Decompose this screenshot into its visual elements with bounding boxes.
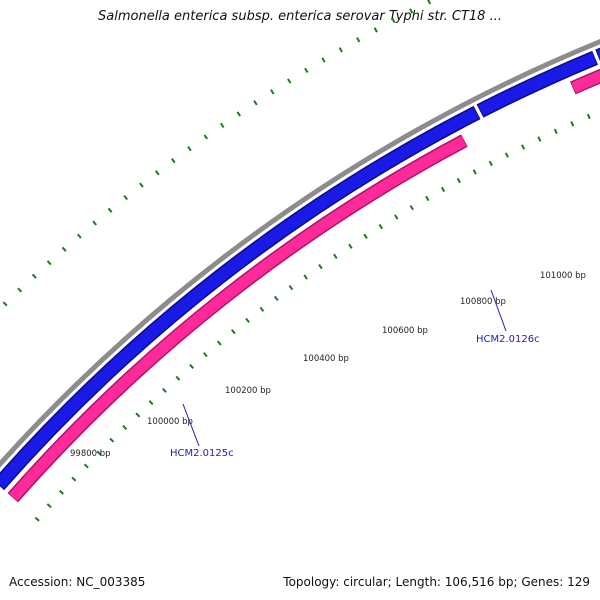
tick-mark <box>537 136 542 142</box>
tick-mark <box>521 144 526 150</box>
fwd-gene-hcm2-0126c-fill <box>477 52 597 117</box>
accession-text: Accession: NC_003385 <box>9 575 146 589</box>
tick-mark <box>425 195 430 202</box>
tick-mark <box>338 47 343 53</box>
tick-mark <box>259 306 265 312</box>
tick-mark <box>409 8 414 14</box>
tick-mark <box>363 233 368 239</box>
tick-mark <box>109 437 115 443</box>
tick-mark <box>61 246 67 252</box>
tick-mark <box>333 253 338 259</box>
gene-label-hcm2-0126c[interactable]: HCM2.0126c <box>476 334 540 345</box>
tick-mark <box>139 182 144 188</box>
tick-mark <box>187 146 192 152</box>
coord-label-100000: 100000 bp <box>147 417 193 427</box>
tick-mark <box>135 412 141 418</box>
gene-label-connector <box>490 289 507 332</box>
tick-mark <box>472 169 477 175</box>
tick-mark <box>231 329 236 335</box>
tick-mark <box>287 78 292 84</box>
tick-mark <box>71 476 77 482</box>
tick-mark <box>17 287 23 293</box>
tick-mark <box>303 274 308 280</box>
tick-mark <box>76 233 82 239</box>
tick-mark <box>274 295 279 301</box>
tick-mark <box>488 160 493 167</box>
tick-mark <box>122 425 128 431</box>
tick-mark <box>34 516 40 522</box>
tick-mark <box>162 387 167 393</box>
gene-label-hcm2-0125c[interactable]: HCM2.0125c <box>170 448 234 459</box>
tick-mark <box>245 317 250 323</box>
tick-mark <box>123 195 129 201</box>
coord-label-99800: 99800 bp <box>70 449 111 459</box>
coord-label-100400: 100400 bp <box>303 354 349 364</box>
tick-mark <box>409 204 414 211</box>
tick-mark <box>175 375 181 381</box>
tick-mark <box>236 111 242 117</box>
outer-tick-marks <box>2 0 432 307</box>
map-title: Salmonella enterica subsp. enterica sero… <box>98 9 502 24</box>
tick-mark <box>356 37 361 43</box>
tick-mark <box>203 134 209 140</box>
tick-mark <box>154 170 160 176</box>
tick-mark <box>553 128 558 135</box>
tick-mark <box>189 363 194 369</box>
tick-mark <box>348 243 353 249</box>
inner-tick-marks <box>34 113 591 522</box>
tick-mark <box>171 158 176 164</box>
tick-mark <box>391 17 396 24</box>
tick-mark <box>304 67 309 74</box>
tick-mark <box>219 122 225 128</box>
coord-label-100200: 100200 bp <box>225 386 271 396</box>
coord-label-101000: 101000 bp <box>540 271 586 281</box>
tick-mark <box>321 57 326 63</box>
forward-strand-genes[interactable] <box>0 0 600 491</box>
tick-mark <box>46 260 52 266</box>
tick-mark <box>46 503 52 509</box>
tick-mark <box>253 100 258 106</box>
coord-label-100600: 100600 bp <box>382 326 428 336</box>
tick-mark <box>378 223 384 230</box>
reverse-strand-genes[interactable] <box>7 0 600 503</box>
tick-mark <box>440 186 446 193</box>
tick-mark <box>570 121 575 127</box>
tick-mark <box>58 489 64 495</box>
tick-mark <box>394 214 399 220</box>
gene-label-connector <box>182 403 200 447</box>
tick-mark <box>586 113 591 120</box>
tick-mark <box>107 207 113 213</box>
tick-mark <box>96 450 102 456</box>
tick-mark <box>83 463 89 469</box>
tick-mark <box>318 263 323 270</box>
rev-gene-hcm2-0125c[interactable] <box>7 134 468 503</box>
genome-summary-text: Topology: circular; Length: 106,516 bp; … <box>283 575 590 589</box>
coord-label-100800: 100800 bp <box>460 297 506 307</box>
tick-mark <box>288 284 294 291</box>
tick-mark <box>2 301 8 307</box>
tick-mark <box>373 27 378 33</box>
rev-gene-hcm2-0125c-fill <box>9 136 467 501</box>
tick-mark <box>270 89 275 95</box>
fwd-gene-1-fill <box>0 107 480 489</box>
tick-mark <box>92 220 98 226</box>
tick-mark <box>216 340 222 346</box>
tick-mark <box>427 0 432 5</box>
tick-mark <box>203 352 208 358</box>
tick-mark <box>31 273 37 279</box>
tick-mark <box>456 177 461 184</box>
backbone-track <box>0 39 600 468</box>
tick-mark <box>504 152 509 158</box>
tick-mark <box>148 400 154 406</box>
